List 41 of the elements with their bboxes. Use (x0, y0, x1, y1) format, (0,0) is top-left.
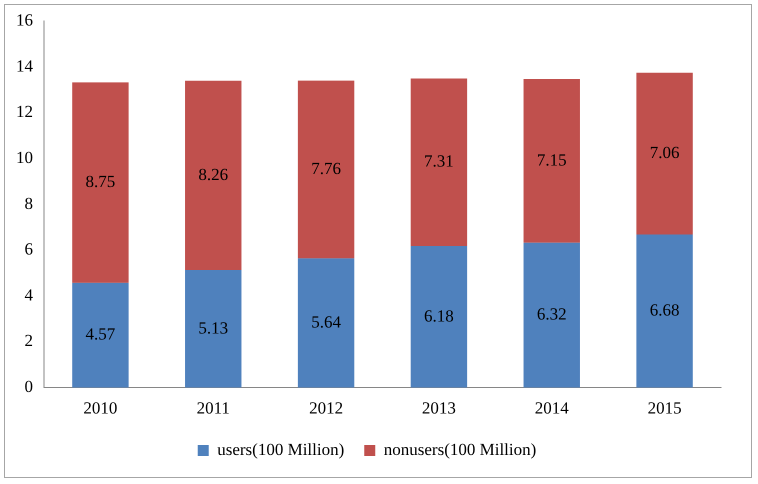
bar (185, 80, 242, 270)
bar (410, 78, 468, 246)
x-tick-label: 2011 (196, 398, 230, 418)
bar (636, 234, 693, 388)
y-tick-label: 2 (24, 331, 33, 350)
bar (72, 282, 129, 388)
data-label: 5.64 (311, 312, 342, 332)
legend-label: users(100 Million) (217, 440, 344, 459)
legend-label: nonusers(100 Million) (384, 440, 536, 459)
bar (298, 258, 354, 388)
data-label: 7.06 (650, 143, 680, 162)
y-tick-label: 0 (24, 377, 33, 396)
x-tick-label: 2010 (83, 398, 118, 418)
data-label: 5.13 (198, 318, 228, 338)
y-tick-label: 14 (16, 56, 34, 76)
y-tick-label: 8 (24, 194, 33, 213)
y-tick-label: 16 (16, 10, 33, 30)
x-tick-label: 2015 (648, 398, 682, 418)
data-label: 6.18 (424, 306, 454, 326)
y-tick-label: 6 (24, 240, 33, 259)
x-tick-label: 2012 (309, 398, 344, 418)
data-label: 8.75 (86, 172, 116, 192)
data-label: 7.31 (424, 152, 454, 171)
bar (72, 82, 129, 283)
bar (524, 242, 580, 388)
x-tick-label: 2014 (534, 398, 570, 418)
data-label: 7.76 (311, 158, 341, 178)
data-label: 8.26 (198, 164, 228, 184)
bar (636, 72, 693, 235)
x-tick-label: 2013 (422, 398, 456, 418)
y-tick-label: 4 (24, 285, 34, 304)
bar (524, 78, 580, 243)
data-label: 6.68 (650, 300, 680, 320)
data-label: 4.57 (86, 324, 116, 344)
y-tick-label: 10 (16, 148, 33, 167)
bar (185, 270, 242, 388)
data-label: 7.15 (536, 150, 567, 170)
data-label: 6.32 (536, 304, 567, 324)
bar (298, 80, 354, 258)
y-tick-label: 12 (16, 102, 33, 122)
bar (410, 246, 468, 388)
